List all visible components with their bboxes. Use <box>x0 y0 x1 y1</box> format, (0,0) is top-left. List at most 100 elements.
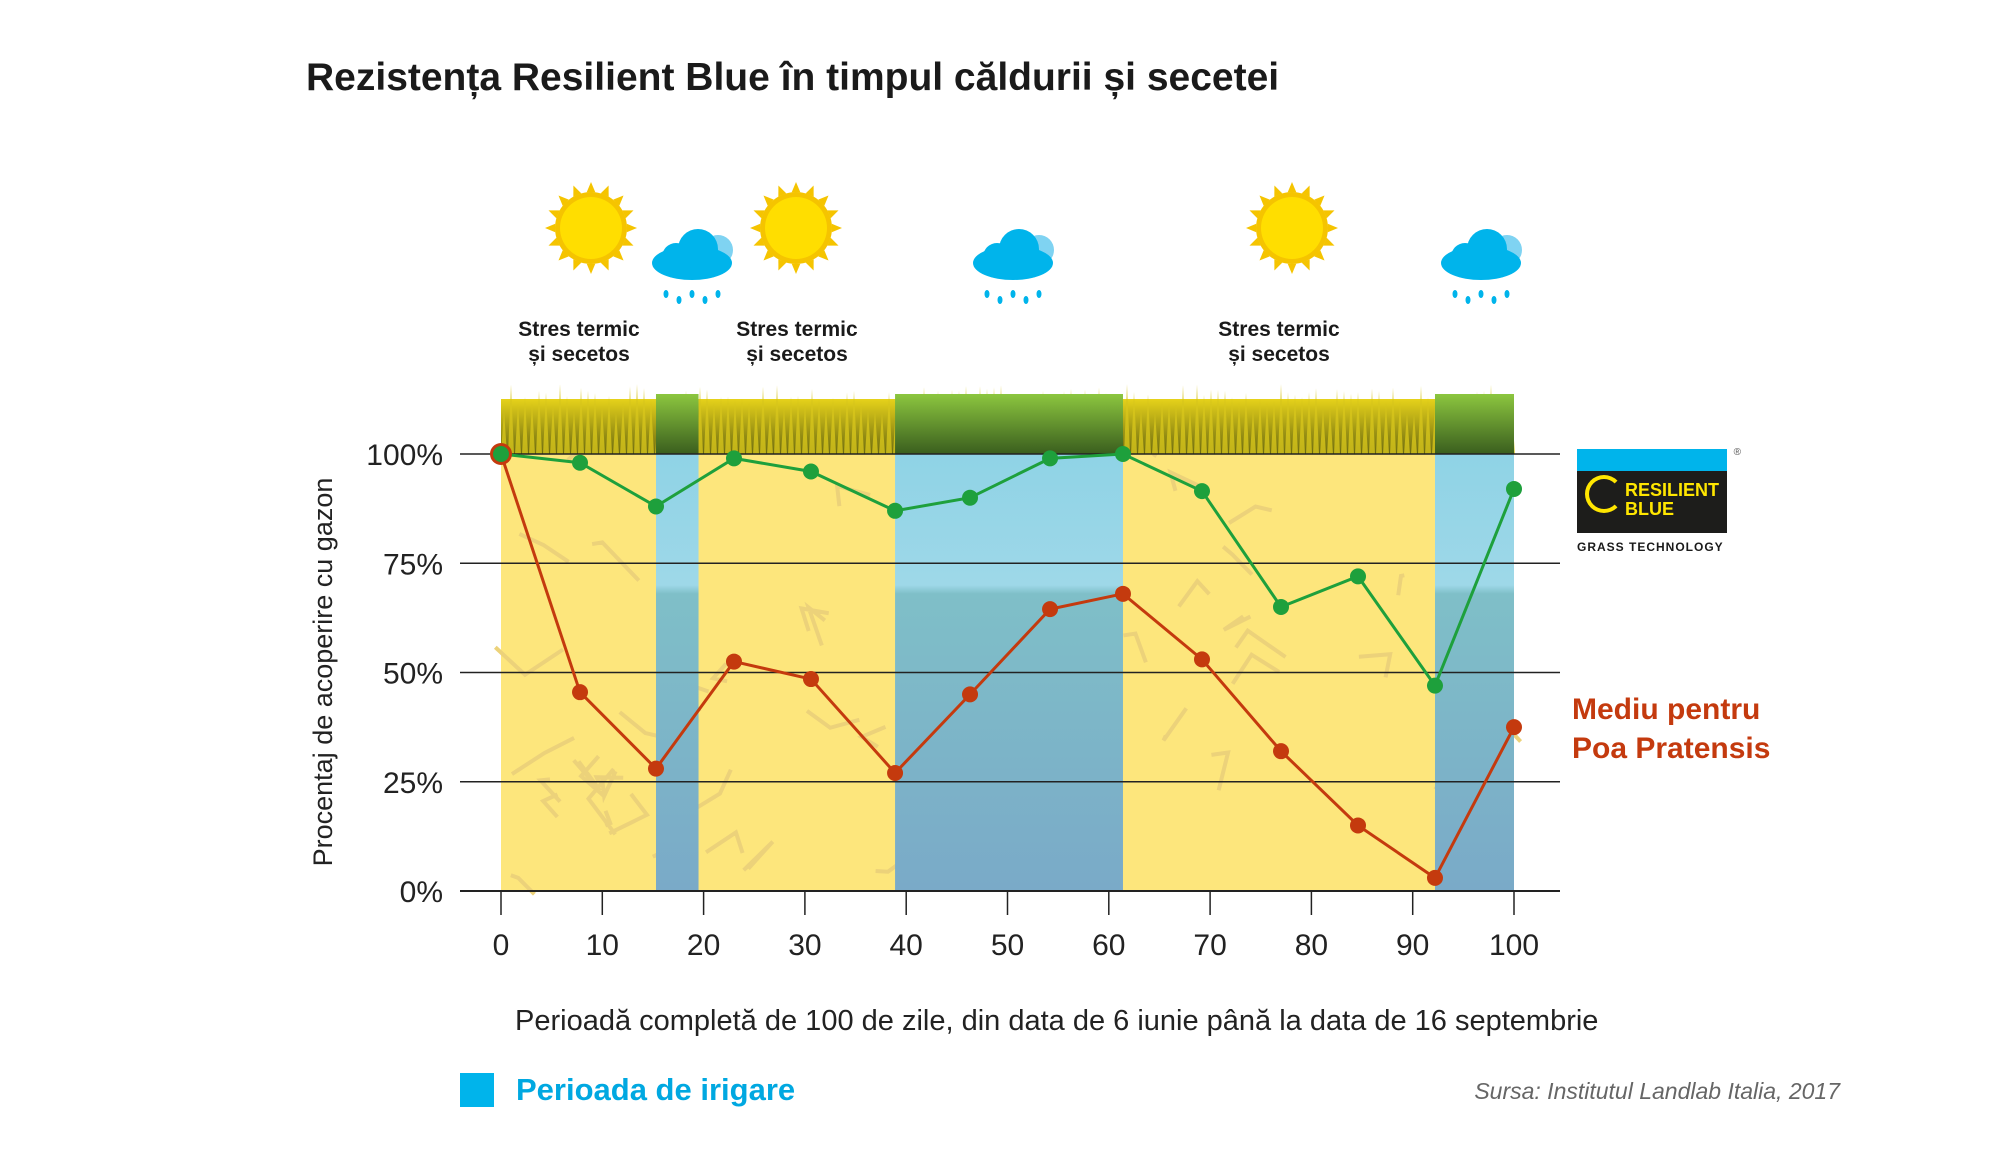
sun-core <box>1261 197 1323 259</box>
green-series-point <box>1194 483 1210 499</box>
raindrop <box>1024 296 1029 304</box>
raindrop <box>1037 290 1042 298</box>
raindrop <box>1453 290 1458 298</box>
irrigated-grass <box>1435 394 1514 454</box>
sun-icon <box>1246 182 1338 274</box>
raindrop <box>1479 290 1484 298</box>
grass-swirl-icon <box>1585 475 1623 513</box>
chart: 0%25%50%75%100%0 10 20 30 40 50 60 70 80 90 100 Pr… <box>0 0 2000 1165</box>
y-axis-label: Procentaj de acoperire cu gazon <box>308 478 338 867</box>
red-series-label-line1: Mediu pentru <box>1572 690 1770 729</box>
sun-ray <box>1288 182 1297 192</box>
green-series-point <box>1115 446 1131 462</box>
raindrop <box>703 296 708 304</box>
green-series-point <box>1350 568 1366 584</box>
x-tick-label: 30 <box>788 929 821 962</box>
logo-line1: RESILIENT <box>1625 481 1727 500</box>
red-series-point <box>1350 817 1366 833</box>
x-tick-label: 0 <box>493 929 510 962</box>
green-series-point <box>726 450 742 466</box>
stres-label-1-line1: Stres termic <box>518 318 640 341</box>
raindrop <box>1011 290 1016 298</box>
green-series-point <box>648 498 664 514</box>
x-axis-label: Perioadă completă de 100 de zile, din da… <box>515 1005 1598 1038</box>
x-tick-label: 70 <box>1193 929 1226 962</box>
sun-ray <box>545 224 555 233</box>
cloud-left <box>1451 243 1479 271</box>
legend: Perioada de irigare <box>460 1072 795 1108</box>
raindrop <box>985 290 990 298</box>
legend-label-irrigation: Perioada de irigare <box>516 1072 795 1108</box>
registered-mark: ® <box>1734 447 1741 458</box>
rain-cloud-icon <box>1441 229 1522 304</box>
x-tick-label: 90 <box>1396 929 1429 962</box>
logo-line2: BLUE <box>1625 500 1727 519</box>
sun-icon <box>750 182 842 274</box>
green-series-point <box>803 463 819 479</box>
raindrop <box>690 290 695 298</box>
y-tick-label: 50% <box>383 658 443 691</box>
red-series-point <box>1042 601 1058 617</box>
raindrop <box>664 290 669 298</box>
legend-swatch-irrigation <box>460 1073 494 1107</box>
green-series-point <box>572 455 588 471</box>
green-series-point <box>1042 450 1058 466</box>
red-series-point <box>1273 743 1289 759</box>
sun-ray <box>1328 224 1338 233</box>
sun-icon <box>545 182 637 274</box>
raindrop <box>716 290 721 298</box>
cloud-left <box>983 243 1011 271</box>
sun-ray <box>832 224 842 233</box>
x-tick-label: 50 <box>991 929 1024 962</box>
sun-ray <box>792 264 801 274</box>
green-series-point <box>493 446 509 462</box>
green-series-point <box>1427 678 1443 694</box>
y-tick-label: 100% <box>366 439 443 472</box>
sun-core <box>765 197 827 259</box>
x-tick-label: 80 <box>1295 929 1328 962</box>
raindrop <box>998 296 1003 304</box>
sun-ray <box>587 264 596 274</box>
red-series-point <box>726 654 742 670</box>
source-note: Sursa: Institutul Landlab Italia, 2017 <box>1474 1078 1840 1105</box>
y-tick-label: 0% <box>400 876 443 909</box>
raindrop <box>1466 296 1471 304</box>
green-series-point <box>962 490 978 506</box>
sun-ray <box>750 224 760 233</box>
stres-label-2-line1: Stres termic <box>736 318 858 341</box>
raindrop <box>1505 290 1510 298</box>
stres-label-3-line2: și secetos <box>1228 343 1330 366</box>
red-series-point <box>887 765 903 781</box>
red-series-point <box>803 671 819 687</box>
rain-cloud-icon <box>973 229 1054 304</box>
sun-ray <box>1288 264 1297 274</box>
resilient-blue-logo: ® RESILIENT BLUE GRASS TECHNOLOGY <box>1577 449 1727 554</box>
red-series-point <box>648 761 664 777</box>
red-series-point <box>1194 651 1210 667</box>
y-tick-label: 75% <box>383 548 443 581</box>
x-tick-label: 20 <box>687 929 720 962</box>
x-tick-label: 100 <box>1489 929 1539 962</box>
sun-ray <box>627 224 637 233</box>
red-series-label-line2: Poa Pratensis <box>1572 729 1770 768</box>
sun-ray <box>1246 224 1256 233</box>
irrigated-grass <box>656 394 699 454</box>
x-tick-label: 40 <box>890 929 923 962</box>
red-series-point <box>962 686 978 702</box>
red-series-label: Mediu pentru Poa Pratensis <box>1572 690 1770 768</box>
raindrop <box>677 296 682 304</box>
sun-ray <box>792 182 801 192</box>
logo-tagline: GRASS TECHNOLOGY <box>1577 540 1727 554</box>
sun-core <box>560 197 622 259</box>
rain-cloud-icon <box>652 229 733 304</box>
x-tick-label: 10 <box>586 929 619 962</box>
stres-label-3-line1: Stres termic <box>1218 318 1340 341</box>
stres-label-1-line2: și secetos <box>528 343 630 366</box>
red-series-point <box>1115 586 1131 602</box>
x-tick-label: 60 <box>1092 929 1125 962</box>
raindrop <box>1492 296 1497 304</box>
stres-label-2-line2: și secetos <box>746 343 848 366</box>
green-series-point <box>1273 599 1289 615</box>
green-series-point <box>1506 481 1522 497</box>
red-series-point <box>572 684 588 700</box>
